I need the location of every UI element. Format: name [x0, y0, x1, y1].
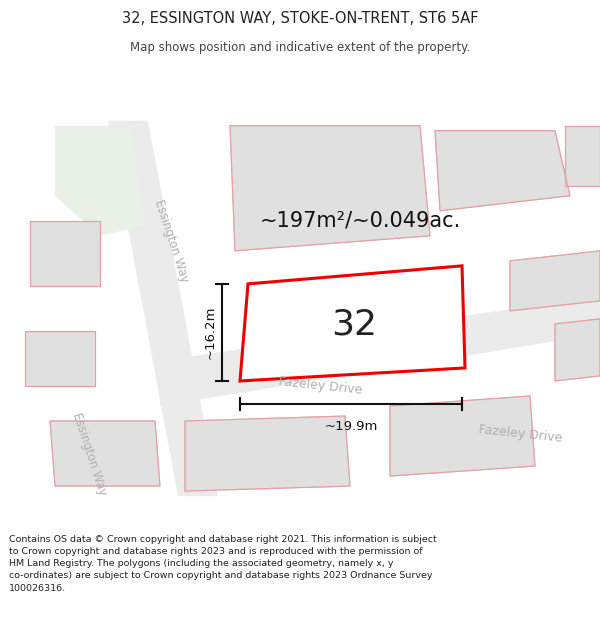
Polygon shape — [160, 296, 600, 406]
Polygon shape — [565, 126, 600, 186]
Text: Fazeley Drive: Fazeley Drive — [478, 423, 562, 445]
Text: Essington Way: Essington Way — [70, 411, 110, 497]
Polygon shape — [50, 421, 160, 486]
Polygon shape — [230, 126, 430, 251]
Polygon shape — [390, 396, 535, 476]
Text: Essington Way: Essington Way — [152, 198, 191, 284]
Polygon shape — [185, 416, 350, 491]
Text: ~19.9m: ~19.9m — [325, 419, 377, 432]
Polygon shape — [108, 121, 218, 496]
Text: Map shows position and indicative extent of the property.: Map shows position and indicative extent… — [130, 41, 470, 54]
Polygon shape — [435, 131, 570, 211]
Polygon shape — [25, 331, 95, 386]
Polygon shape — [510, 251, 600, 311]
Text: Contains OS data © Crown copyright and database right 2021. This information is : Contains OS data © Crown copyright and d… — [9, 535, 437, 592]
Text: ~197m²/~0.049ac.: ~197m²/~0.049ac. — [259, 211, 461, 231]
Text: Fazeley Drive: Fazeley Drive — [278, 375, 362, 397]
Polygon shape — [555, 319, 600, 381]
Text: ~16.2m: ~16.2m — [203, 305, 217, 359]
Polygon shape — [240, 266, 465, 381]
Text: 32: 32 — [331, 308, 377, 342]
Polygon shape — [30, 221, 100, 286]
Polygon shape — [265, 284, 450, 366]
Polygon shape — [55, 126, 145, 236]
Text: 32, ESSINGTON WAY, STOKE-ON-TRENT, ST6 5AF: 32, ESSINGTON WAY, STOKE-ON-TRENT, ST6 5… — [122, 11, 478, 26]
